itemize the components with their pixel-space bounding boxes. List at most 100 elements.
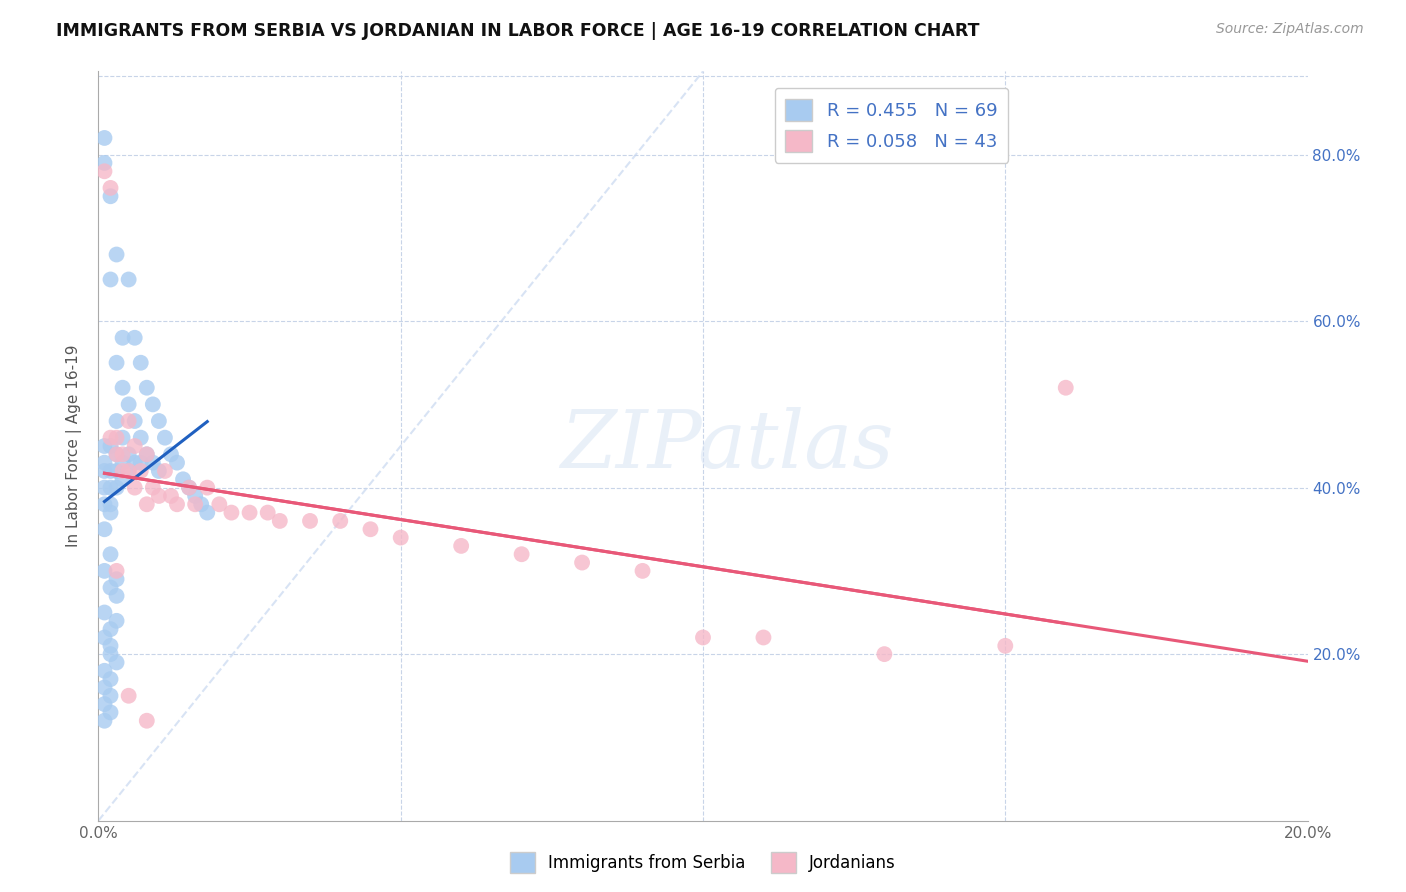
Point bbox=[450, 539, 472, 553]
Point bbox=[153, 431, 176, 445]
Point bbox=[93, 664, 115, 678]
Point bbox=[100, 672, 122, 686]
Point bbox=[111, 331, 134, 345]
Point bbox=[100, 581, 122, 595]
Point bbox=[129, 356, 152, 370]
Point bbox=[129, 431, 152, 445]
Point bbox=[118, 689, 141, 703]
Point bbox=[105, 431, 128, 445]
Point bbox=[118, 272, 141, 286]
Point bbox=[100, 181, 122, 195]
Point bbox=[135, 447, 157, 461]
Point bbox=[93, 439, 115, 453]
Point bbox=[105, 447, 128, 461]
Point bbox=[148, 464, 170, 478]
Point bbox=[299, 514, 322, 528]
Point bbox=[105, 589, 128, 603]
Point bbox=[118, 447, 141, 461]
Point bbox=[118, 464, 141, 478]
Point bbox=[208, 497, 231, 511]
Point bbox=[124, 456, 146, 470]
Point bbox=[105, 447, 128, 461]
Point bbox=[389, 531, 412, 545]
Point bbox=[118, 464, 141, 478]
Point bbox=[195, 481, 218, 495]
Point bbox=[105, 656, 128, 670]
Point bbox=[195, 506, 218, 520]
Point bbox=[160, 447, 183, 461]
Point bbox=[100, 506, 122, 520]
Point bbox=[93, 522, 115, 536]
Point bbox=[752, 631, 775, 645]
Point bbox=[111, 464, 134, 478]
Point bbox=[93, 631, 115, 645]
Point bbox=[111, 431, 134, 445]
Point bbox=[256, 506, 278, 520]
Point bbox=[93, 164, 115, 178]
Point bbox=[100, 639, 122, 653]
Point bbox=[100, 431, 122, 445]
Point bbox=[631, 564, 654, 578]
Point bbox=[135, 714, 157, 728]
Point bbox=[179, 481, 201, 495]
Point bbox=[124, 439, 146, 453]
Point bbox=[105, 481, 128, 495]
Point bbox=[105, 614, 128, 628]
Point bbox=[153, 464, 176, 478]
Point bbox=[692, 631, 714, 645]
Point bbox=[100, 706, 122, 720]
Point bbox=[166, 497, 188, 511]
Point bbox=[166, 456, 188, 470]
Point bbox=[111, 381, 134, 395]
Point bbox=[135, 497, 157, 511]
Point bbox=[93, 497, 115, 511]
Point bbox=[100, 464, 122, 478]
Point bbox=[184, 489, 207, 503]
Point bbox=[100, 622, 122, 636]
Point bbox=[148, 489, 170, 503]
Point bbox=[100, 481, 122, 495]
Point bbox=[142, 481, 165, 495]
Point bbox=[93, 156, 115, 170]
Point bbox=[360, 522, 382, 536]
Legend: Immigrants from Serbia, Jordanians: Immigrants from Serbia, Jordanians bbox=[503, 846, 903, 880]
Point bbox=[269, 514, 291, 528]
Point bbox=[100, 547, 122, 561]
Point bbox=[510, 547, 533, 561]
Point bbox=[93, 464, 115, 478]
Point bbox=[105, 564, 128, 578]
Point bbox=[124, 331, 146, 345]
Point bbox=[93, 606, 115, 620]
Point bbox=[93, 456, 115, 470]
Point bbox=[118, 397, 141, 411]
Point bbox=[239, 506, 262, 520]
Point bbox=[190, 497, 212, 511]
Point bbox=[129, 456, 152, 470]
Point bbox=[160, 489, 183, 503]
Point bbox=[571, 556, 593, 570]
Point bbox=[93, 697, 115, 711]
Point bbox=[172, 472, 194, 486]
Text: ZIPatlas: ZIPatlas bbox=[561, 408, 894, 484]
Point bbox=[873, 647, 896, 661]
Point bbox=[105, 464, 128, 478]
Point bbox=[135, 381, 157, 395]
Point bbox=[142, 456, 165, 470]
Text: IMMIGRANTS FROM SERBIA VS JORDANIAN IN LABOR FORCE | AGE 16-19 CORRELATION CHART: IMMIGRANTS FROM SERBIA VS JORDANIAN IN L… bbox=[56, 22, 980, 40]
Text: Source: ZipAtlas.com: Source: ZipAtlas.com bbox=[1216, 22, 1364, 37]
Point bbox=[221, 506, 243, 520]
Point bbox=[100, 497, 122, 511]
Point bbox=[100, 439, 122, 453]
Point bbox=[105, 414, 128, 428]
Point bbox=[105, 247, 128, 261]
Point bbox=[93, 714, 115, 728]
Point bbox=[129, 464, 152, 478]
Point bbox=[100, 689, 122, 703]
Point bbox=[118, 414, 141, 428]
Point bbox=[93, 481, 115, 495]
Point bbox=[111, 456, 134, 470]
Point bbox=[179, 481, 201, 495]
Point bbox=[994, 639, 1017, 653]
Point bbox=[100, 189, 122, 203]
Point bbox=[105, 572, 128, 586]
